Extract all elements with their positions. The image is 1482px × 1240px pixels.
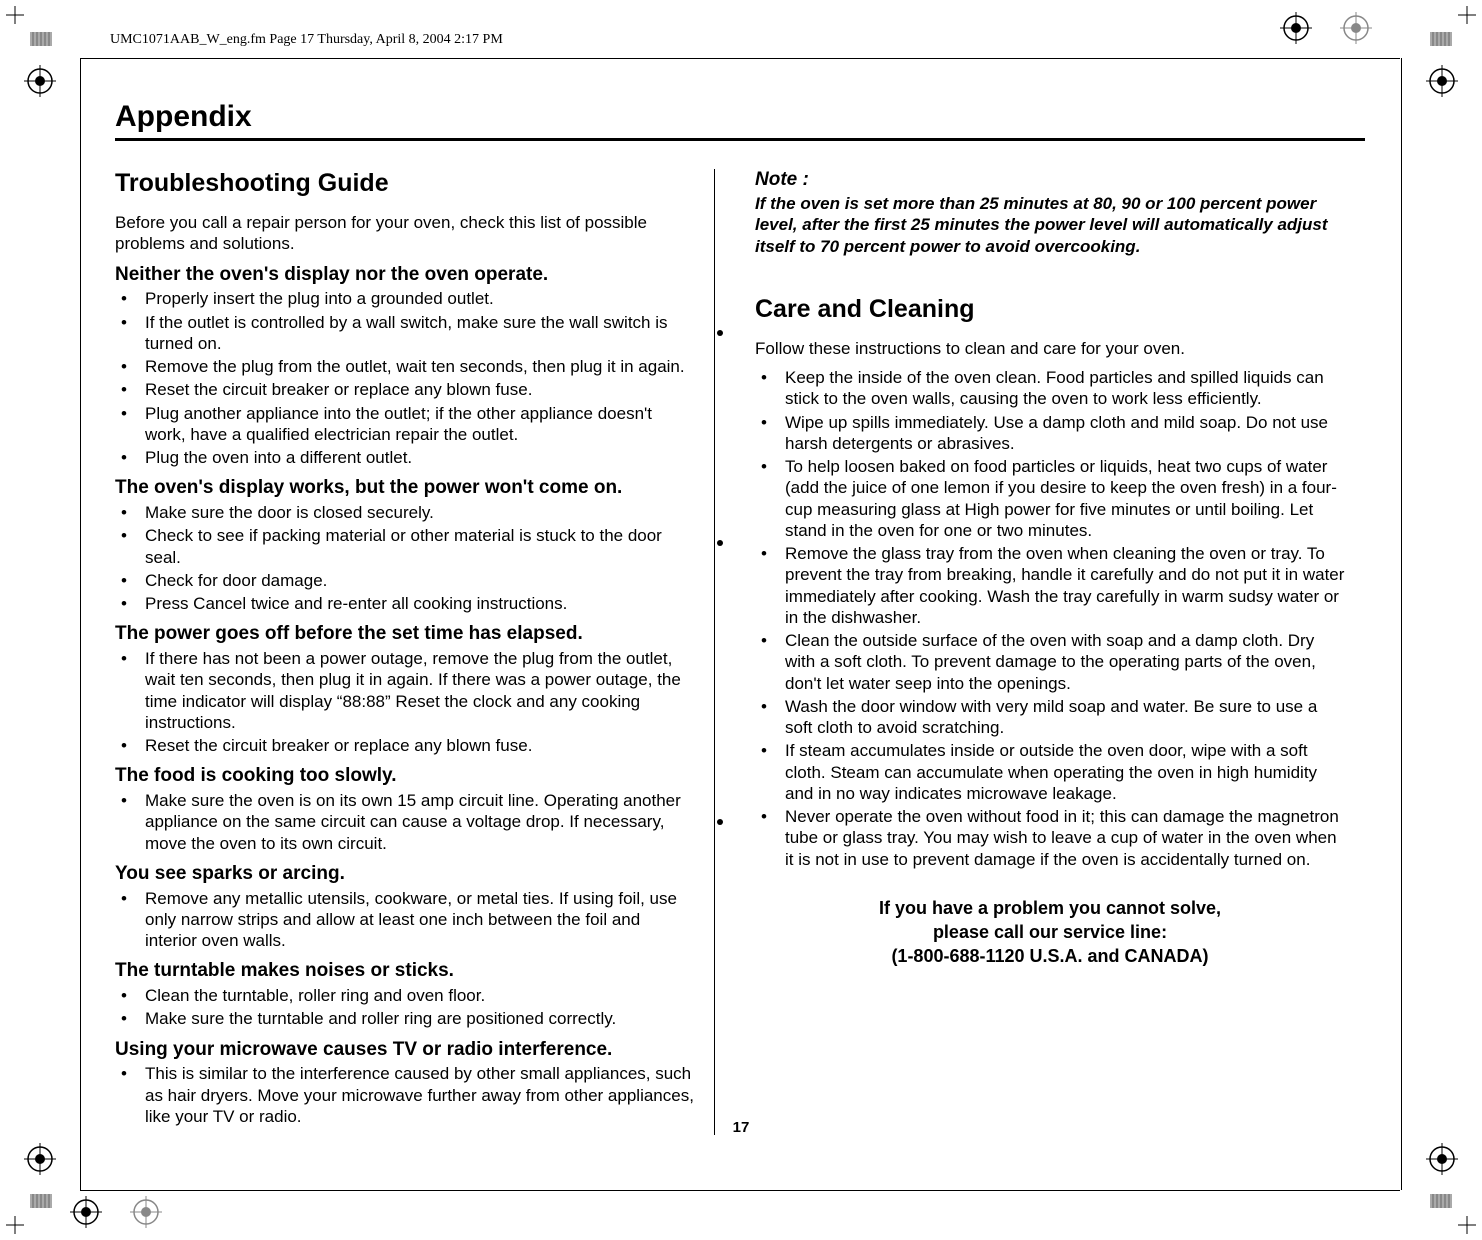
care-cleaning-list: Keep the inside of the oven clean. Food … [755,367,1345,870]
care-cleaning-heading: Care and Cleaning [755,295,1345,324]
section-title: Appendix [115,100,1365,134]
content-body: Appendix Troubleshooting Guide Before yo… [115,100,1365,1135]
subsection-heading: The power goes off before the set time h… [115,622,694,646]
crop-mark-icon [1458,6,1476,24]
page-frame-line [80,58,1400,59]
list-item: Check to see if packing material or othe… [115,525,694,568]
subsection-list: Remove any metallic utensils, cookware, … [115,888,694,952]
crop-mark-icon [6,6,24,24]
page-frame-line [80,1190,1400,1191]
list-item: Make sure the door is closed securely. [115,502,694,523]
registration-mark-icon [1340,12,1372,44]
list-item: If the outlet is controlled by a wall sw… [115,312,694,355]
registration-mark-icon [24,1143,56,1175]
registration-mark-icon [130,1196,162,1228]
color-bar-icon [30,32,52,46]
list-item: Wash the door window with very mild soap… [755,696,1345,739]
page-frame-line [80,58,81,1190]
list-item: Properly insert the plug into a grounded… [115,288,694,309]
section-rule [115,138,1365,141]
list-item: To help loosen baked on food particles o… [755,456,1345,541]
list-item: Keep the inside of the oven clean. Food … [755,367,1345,410]
list-item: Plug another appliance into the outlet; … [115,403,694,446]
subsection-list: Clean the turntable, roller ring and ove… [115,985,694,1030]
list-item: Press Cancel twice and re-enter all cook… [115,593,694,614]
troubleshooting-intro: Before you call a repair person for your… [115,212,694,255]
service-line-2: please call our service line: [755,920,1345,944]
crop-mark-icon [1458,1216,1476,1234]
color-bar-icon [30,1194,52,1208]
subsection-list: Properly insert the plug into a grounded… [115,288,694,468]
color-bar-icon [1430,32,1452,46]
list-item: Remove the glass tray from the oven when… [755,543,1345,628]
registration-mark-icon [24,65,56,97]
list-item: Clean the outside surface of the oven wi… [755,630,1345,694]
note-title: Note : [755,169,1345,191]
subsection-heading: You see sparks or arcing. [115,862,694,886]
list-item: If there has not been a power outage, re… [115,648,694,733]
subsection-list: This is similar to the interference caus… [115,1063,694,1127]
page-number: 17 [733,1119,750,1136]
columns: Troubleshooting Guide Before you call a … [115,169,1365,1135]
registration-mark-icon [1426,1143,1458,1175]
list-item: If steam accumulates inside or outside t… [755,740,1345,804]
subsection-heading: The turntable makes noises or sticks. [115,959,694,983]
color-bar-icon [1430,1194,1452,1208]
subsection-list: Make sure the door is closed securely.Ch… [115,502,694,614]
troubleshooting-heading: Troubleshooting Guide [115,169,694,198]
list-item: Plug the oven into a different outlet. [115,447,694,468]
subsection-heading: Neither the oven's display nor the oven … [115,263,694,287]
registration-mark-icon [70,1196,102,1228]
subsection-list: If there has not been a power outage, re… [115,648,694,756]
list-item: Reset the circuit breaker or replace any… [115,735,694,756]
service-line-1: If you have a problem you cannot solve, [755,896,1345,920]
left-column: Troubleshooting Guide Before you call a … [115,169,715,1135]
list-item: Never operate the oven without food in i… [755,806,1345,870]
list-item: Remove the plug from the outlet, wait te… [115,356,694,377]
right-column: Note : If the oven is set more than 25 m… [745,169,1345,1135]
registration-mark-icon [1426,65,1458,97]
subsection-heading: Using your microwave causes TV or radio … [115,1038,694,1062]
service-info: If you have a problem you cannot solve, … [755,896,1345,969]
service-line-3: (1-800-688-1120 U.S.A. and CANADA) [755,944,1345,968]
subsection-list: Make sure the oven is on its own 15 amp … [115,790,694,854]
subsection-heading: The food is cooking too slowly. [115,764,694,788]
list-item: This is similar to the interference caus… [115,1063,694,1127]
list-item: Make sure the turntable and roller ring … [115,1008,694,1029]
care-cleaning-intro: Follow these instructions to clean and c… [755,338,1345,359]
list-item: Wipe up spills immediately. Use a damp c… [755,412,1345,455]
registration-mark-icon [1280,12,1312,44]
crop-mark-icon [6,1216,24,1234]
list-item: Remove any metallic utensils, cookware, … [115,888,694,952]
page-frame-line [1401,58,1402,1190]
list-item: Clean the turntable, roller ring and ove… [115,985,694,1006]
list-item: Reset the circuit breaker or replace any… [115,379,694,400]
subsection-heading: The oven's display works, but the power … [115,476,694,500]
page-header-info: UMC1071AAB_W_eng.fm Page 17 Thursday, Ap… [110,32,503,48]
document-page: UMC1071AAB_W_eng.fm Page 17 Thursday, Ap… [0,0,1482,1240]
note-body: If the oven is set more than 25 minutes … [755,193,1345,257]
list-item: Make sure the oven is on its own 15 amp … [115,790,694,854]
list-item: Check for door damage. [115,570,694,591]
